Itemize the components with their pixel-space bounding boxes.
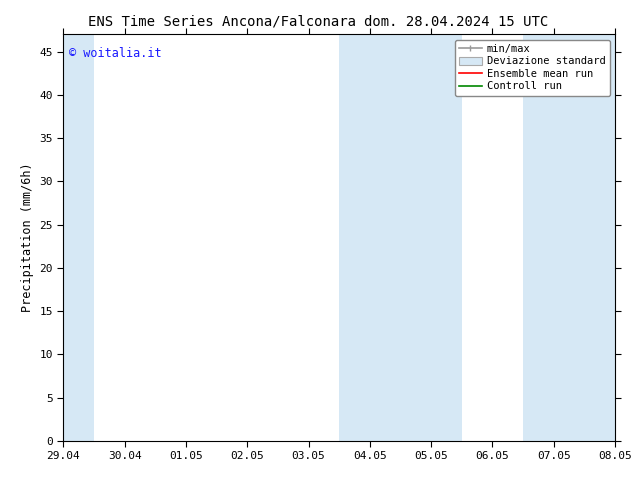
Text: dom. 28.04.2024 15 UTC: dom. 28.04.2024 15 UTC	[365, 15, 548, 29]
Bar	[339, 34, 462, 441]
Text: © woitalia.it: © woitalia.it	[69, 47, 162, 59]
Bar	[33, 34, 94, 441]
Legend: min/max, Deviazione standard, Ensemble mean run, Controll run: min/max, Deviazione standard, Ensemble m…	[455, 40, 610, 96]
Y-axis label: Precipitation (mm/6h): Precipitation (mm/6h)	[21, 163, 34, 313]
Text: ENS Time Series Ancona/Falconara: ENS Time Series Ancona/Falconara	[88, 15, 356, 29]
Bar	[523, 34, 634, 441]
